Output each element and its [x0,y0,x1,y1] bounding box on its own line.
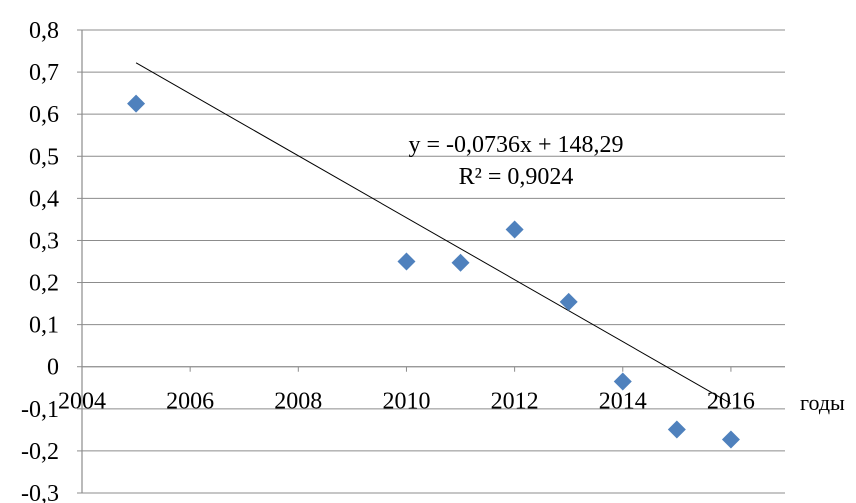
y-tick-label: 0,5 [29,144,59,170]
y-tick-label: 0,7 [29,60,59,86]
data-points [127,94,740,449]
data-point [721,430,740,449]
data-point [559,292,578,311]
x-axis-label: годы [800,390,845,415]
x-tick-labels: 2004 2006 2008 2010 2012 2014 2016 [58,389,755,415]
y-tick-label: -0,2 [21,439,59,465]
trendline-equation: y = -0,0736x + 148,29 [408,132,623,158]
y-tick-label: 0,8 [29,18,59,44]
trendline-line [135,62,732,405]
data-point [667,420,686,439]
y-tick-labels: 0,8 0,7 0,6 0,5 0,4 0,3 0,2 0,1 0 -0,1 -0,2 -0,3 [21,18,59,503]
y-tick-label: 0,4 [29,186,59,212]
y-tick-label: 0,2 [29,271,59,297]
y-tick-label: 0 [47,355,59,381]
x-tick-label: 2012 [491,389,539,415]
data-point [397,252,416,271]
trendline-r-squared: R² = 0,9024 [459,164,574,190]
data-point [505,220,524,239]
x-tick-label: 2006 [166,389,214,415]
y-tick-label: 0,6 [29,102,59,128]
x-tick-label: 2004 [58,389,106,415]
y-tick-label: -0,3 [21,481,59,503]
data-point [127,94,146,113]
x-tick-label: 2010 [382,389,430,415]
trendline [135,62,732,405]
data-point [451,253,470,272]
y-tick-label: 0,1 [29,313,59,339]
data-point [613,372,632,391]
y-tick-label: -0,1 [21,397,59,423]
x-tick-label: 2008 [274,389,322,415]
y-tick-label: 0,3 [29,228,59,254]
gridlines [82,29,785,494]
axes [77,29,785,494]
x-tick-label: 2014 [599,389,647,415]
x-tick-label: 2016 [707,389,755,415]
